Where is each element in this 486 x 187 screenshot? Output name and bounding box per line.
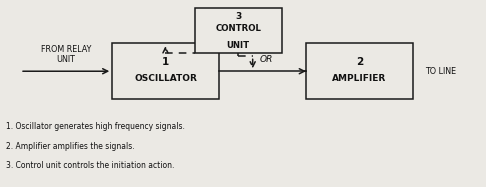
Text: 3: 3: [235, 12, 241, 21]
Text: FROM RELAY
UNIT: FROM RELAY UNIT: [41, 45, 91, 64]
Text: UNIT: UNIT: [226, 41, 250, 50]
Text: 2. Amplifier amplifies the signals.: 2. Amplifier amplifies the signals.: [5, 142, 134, 151]
Text: 2: 2: [356, 57, 363, 67]
Text: AMPLIFIER: AMPLIFIER: [332, 74, 386, 83]
Text: 1. Oscillator generates high frequency signals.: 1. Oscillator generates high frequency s…: [5, 122, 184, 131]
Text: OSCILLATOR: OSCILLATOR: [134, 74, 197, 83]
Bar: [194, 8, 282, 53]
Text: OR: OR: [260, 55, 273, 64]
Text: TO LINE: TO LINE: [425, 67, 456, 76]
Text: 1: 1: [162, 57, 169, 67]
Text: CONTROL: CONTROL: [215, 24, 261, 33]
Bar: [306, 43, 413, 99]
Bar: [112, 43, 219, 99]
Text: 3. Control unit controls the initiation action.: 3. Control unit controls the initiation …: [5, 161, 174, 170]
